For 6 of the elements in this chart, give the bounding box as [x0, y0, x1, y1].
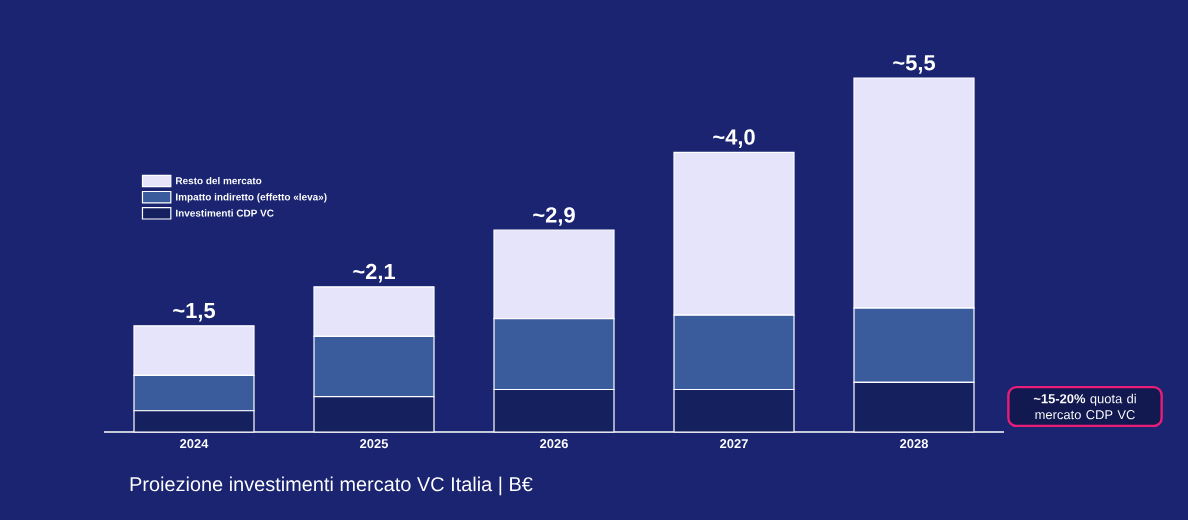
annotation: ~2,1	[353, 263, 396, 283]
annotation: ~2,9	[533, 207, 575, 226]
annotation: ~5,5	[893, 55, 936, 74]
annotation: ~1,5	[173, 302, 216, 322]
text: Proiezione investimenti mercato VC Italia | B€	[130, 476, 533, 496]
annotation: ~4,0	[713, 129, 755, 148]
